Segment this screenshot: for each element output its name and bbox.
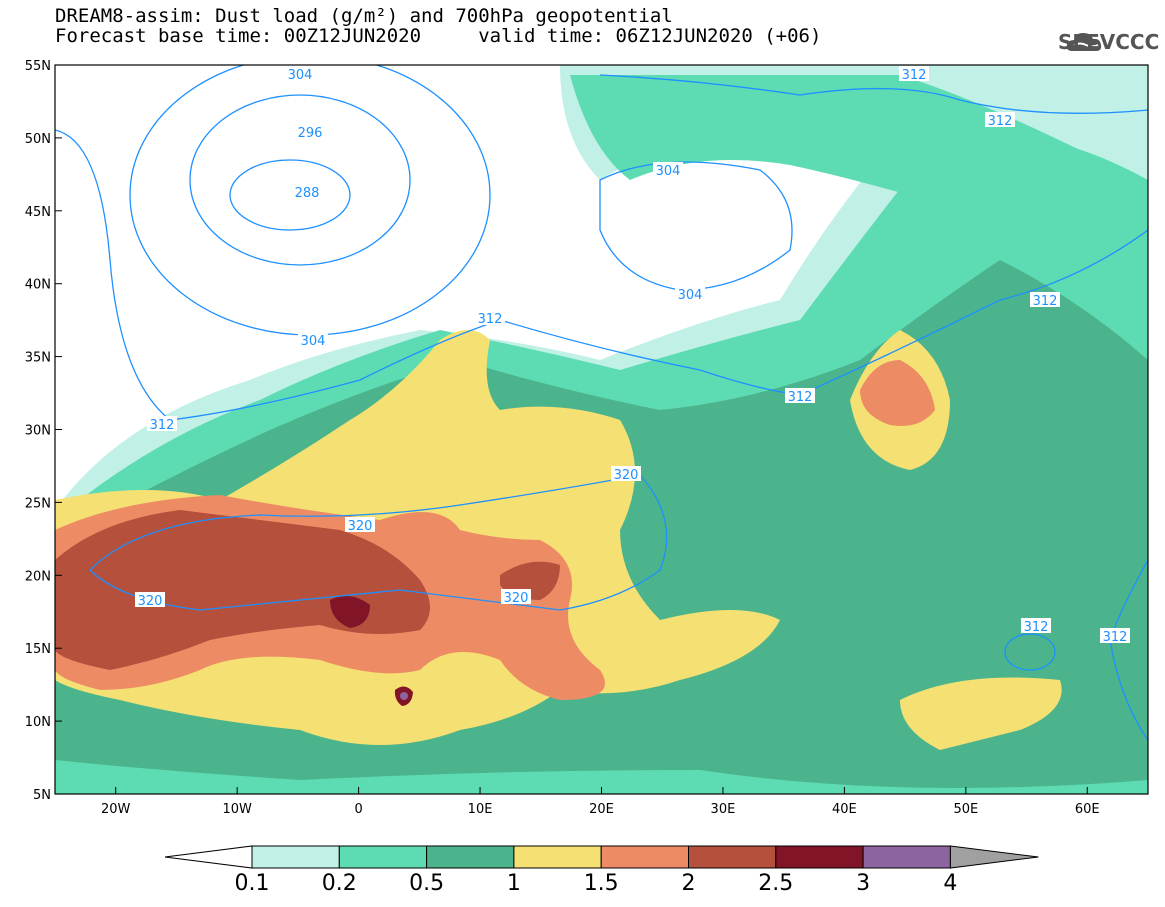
colorbar-swatch [862, 845, 951, 869]
contour-label: 312 [478, 312, 503, 327]
contour-label-bg [298, 332, 328, 347]
dust-level-2 [55, 510, 430, 670]
lat-ticks: 55N 50N 45N 40N 35N 30N 25N 20N 15N 10N 5N [25, 59, 62, 803]
lat-tick-label: 15N [25, 642, 51, 657]
colorbar-swatch [600, 845, 690, 869]
contour-label-bg [1030, 292, 1060, 307]
contour-label-bg [345, 517, 375, 532]
colorbar-high-arrow [949, 845, 1039, 869]
dust-level-1-horn [900, 677, 1062, 750]
dust-level-1.5-arabia [860, 360, 935, 426]
contour-label: 312 [902, 68, 927, 83]
contour-label: 312 [150, 418, 175, 433]
colorbar-level-label: 0.5 [409, 871, 445, 896]
colorbar-swatch [251, 845, 340, 869]
contour-label: 312 [988, 114, 1013, 129]
contour-label: 304 [656, 164, 681, 179]
lon-tick-label: 10W [222, 802, 252, 817]
contour-labels: 304 296 288 304 312 312 312 304 304 312 312 312 320 3… [135, 66, 1130, 645]
colorbar-low-arrow [164, 845, 253, 869]
lat-tick-label: 5N [33, 788, 51, 803]
contour-label-bg [653, 162, 683, 177]
colorbar-level-label: 3 [856, 871, 871, 896]
colorbar-swatch [426, 845, 515, 869]
colorbar-level-label: 0.2 [321, 871, 357, 896]
lat-tick-label: 10N [25, 715, 51, 730]
dust-level-3 [400, 692, 408, 700]
colorbar [164, 845, 1039, 869]
colorbar-swatch [338, 845, 428, 869]
lat-tick-label: 30N [25, 424, 51, 439]
contour-label: 312 [788, 390, 813, 405]
dust-level-2.5 [330, 596, 370, 628]
contour-label-bg [501, 589, 531, 604]
contour-label: 304 [288, 68, 313, 83]
contour-label: 304 [678, 288, 703, 303]
lat-tick-label: 40N [25, 278, 51, 293]
contour-label-bg [475, 310, 505, 325]
lon-tick-label: 30E [711, 802, 736, 817]
contour-label: 296 [298, 126, 323, 141]
colorbar-level-label: 0.1 [234, 871, 270, 896]
map-title: DREAM8-assim: Dust load (g/m²) and 700hP… [55, 5, 673, 27]
contour-label: 304 [301, 334, 326, 349]
lon-tick-label: 20E [589, 802, 614, 817]
lat-tick-label: 50N [25, 132, 51, 147]
colorbar-level-label: 2 [681, 871, 696, 896]
lat-tick-label: 25N [25, 496, 51, 511]
contour-label: 320 [614, 468, 639, 483]
contour-label-bg [292, 184, 322, 199]
contour-label: 288 [295, 186, 320, 201]
contour-label: 320 [348, 519, 373, 534]
colorbar-swatch [775, 845, 864, 869]
contour-label-bg [285, 66, 315, 81]
colorbar-level-label: 1 [506, 871, 521, 896]
contour-label-bg [899, 66, 929, 81]
forecast-time-line: Forecast base time: 00Z12JUN2020 valid t… [55, 25, 822, 47]
dust-fields [55, 65, 1148, 794]
lat-tick-label: 55N [25, 59, 51, 74]
colorbar-swatch [688, 845, 777, 869]
contour-label-bg [785, 388, 815, 403]
colorbar-level-label: 1.5 [583, 871, 619, 896]
lat-tick-label: 45N [25, 205, 51, 220]
lon-tick-label: 10E [468, 802, 493, 817]
contour-label-bg [147, 416, 177, 431]
contour-label: 312 [1033, 294, 1058, 309]
lon-tick-label: 20W [101, 802, 131, 817]
lat-tick-label: 35N [25, 351, 51, 366]
lon-tick-label: 0 [354, 802, 362, 817]
contour-label-bg [1021, 618, 1051, 633]
lat-tick-label: 20N [25, 569, 51, 584]
logo-text: SEEVCCC [1058, 30, 1160, 54]
contour-label: 312 [1024, 620, 1049, 635]
lon-ticks: 20W 10W 0 10E 20E 30E 40E 50E 60E [101, 787, 1100, 817]
contour-label: 320 [504, 591, 529, 606]
lon-tick-label: 60E [1075, 802, 1100, 817]
colorbar-level-label: 2.5 [758, 871, 794, 896]
contour-label-bg [611, 466, 641, 481]
colorbar-level-label: 4 [943, 871, 958, 896]
contour-label-bg [295, 124, 325, 139]
lon-tick-label: 50E [953, 802, 978, 817]
colorbar-swatch [513, 845, 602, 869]
contour-label: 320 [138, 594, 163, 609]
contour-label-bg [985, 112, 1015, 127]
contour-label-bg [1100, 628, 1130, 643]
lon-tick-label: 40E [832, 802, 857, 817]
contour-label-bg [675, 286, 705, 301]
contour-label-bg [135, 592, 165, 607]
cloud-logo-icon [1066, 33, 1102, 51]
contour-label: 312 [1103, 630, 1128, 645]
